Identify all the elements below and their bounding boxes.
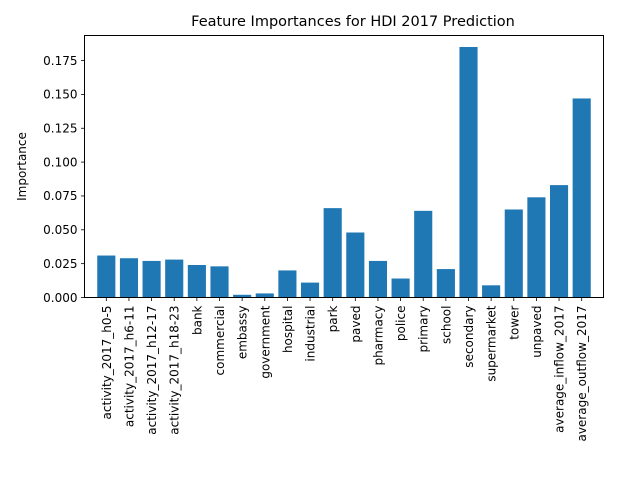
x-tick-label: activity_2017_h18-23 [168, 306, 182, 435]
bar-primary [414, 210, 433, 298]
bar-activity_2017_h12-17 [142, 260, 161, 298]
x-tick-label: police [394, 306, 408, 342]
x-tick-label: supermarket [485, 305, 499, 381]
x-tick-label: activity_2017_h0-5 [100, 306, 114, 420]
bar-embassy [233, 294, 252, 298]
y-tick-label: 0.025 [43, 257, 77, 271]
x-tick-label: government [258, 305, 272, 378]
x-tick-label: industrial [304, 306, 318, 362]
x-tick-label: primary [417, 306, 431, 353]
y-axis: 0.000 0.025 0.050 0.075 0.100 0.125 0.150 0.175 [43, 54, 85, 305]
y-tick-label: 0.175 [43, 54, 77, 68]
chart-title: Feature Importances for HDI 2017 Predict… [191, 14, 515, 30]
x-tick-label: hospital [281, 306, 295, 354]
bar-pharmacy [368, 260, 388, 298]
x-tick-label: school [439, 306, 453, 344]
bar-industrial [300, 282, 320, 298]
bar-park [323, 208, 342, 298]
y-tick-label: 0.100 [43, 155, 77, 169]
x-tick-label: tower [507, 305, 521, 339]
y-tick-label: 0.050 [43, 223, 77, 237]
x-tick-label: embassy [236, 306, 250, 360]
x-tick-label: pharmacy [371, 306, 385, 366]
plot-frame [84, 35, 604, 298]
bar-activity_2017_h0-5 [97, 255, 116, 298]
bars-group [97, 47, 591, 298]
bar-average_inflow_2017 [549, 185, 569, 298]
y-tick-label: 0.150 [43, 88, 77, 102]
x-tick-label: secondary [462, 306, 476, 368]
x-tick-label: paved [349, 306, 363, 343]
bar-hospital [278, 270, 297, 298]
x-tick-label: average_inflow_2017 [553, 306, 567, 433]
bar-government [255, 293, 274, 298]
y-axis-label: Importance [15, 132, 29, 201]
bar-tower [504, 209, 523, 298]
bar-police [391, 278, 410, 298]
bar-bank [187, 265, 206, 298]
bar-average_outflow_2017 [572, 98, 591, 298]
x-tick-label: activity_2017_h6-11 [122, 306, 136, 428]
y-tick-label: 0.125 [43, 122, 77, 136]
x-axis: activity_2017_h0-5 activity_2017_h6-11 act… [100, 297, 589, 442]
x-tick-label: commercial [213, 306, 227, 376]
y-tick-label: 0.000 [43, 291, 77, 305]
y-tick-label: 0.075 [43, 189, 77, 203]
bar-school [436, 269, 455, 298]
x-tick-label: activity_2017_h12-17 [145, 306, 159, 435]
x-tick-label: unpaved [530, 306, 544, 358]
bar-commercial [210, 266, 229, 298]
bar-supermarket [482, 285, 501, 298]
x-tick-label: average_outflow_2017 [575, 306, 589, 442]
bar-activity_2017_h18-23 [165, 259, 184, 298]
x-tick-label: bank [190, 305, 204, 335]
bar-paved [346, 232, 365, 298]
x-tick-label: park [326, 305, 340, 332]
bar-activity_2017_h6-11 [119, 258, 139, 298]
bar-unpaved [527, 197, 546, 298]
bar-secondary [459, 47, 478, 298]
